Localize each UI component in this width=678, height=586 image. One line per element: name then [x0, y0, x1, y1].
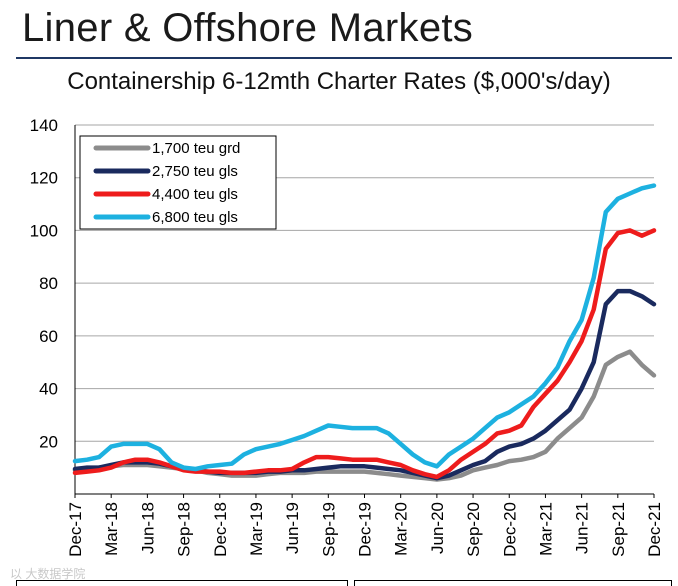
y-tick-label: 40 — [39, 380, 58, 399]
x-tick-label: Sep-19 — [319, 502, 338, 557]
page-title: Liner & Offshore Markets — [22, 6, 474, 50]
x-tick-label: Dec-21 — [645, 502, 664, 557]
x-tick-labels: Dec-17 Mar-18 Jun-18 Sep-18 Dec-18 Mar-19 Jun-… — [66, 502, 664, 557]
y-tick-label: 20 — [39, 432, 58, 451]
x-tick-label: Mar-20 — [392, 502, 411, 556]
axes — [74, 125, 655, 498]
x-tick-label: Dec-17 — [66, 502, 85, 557]
x-tick-label: Mar-18 — [102, 502, 121, 556]
x-tick-label: Dec-18 — [211, 502, 230, 557]
footer-panel-left — [16, 580, 348, 586]
x-tick-label: Jun-21 — [573, 502, 592, 554]
y-tick-label: 140 — [30, 116, 58, 135]
legend-label: 4,400 teu gls — [152, 186, 238, 203]
series-line — [72, 183, 657, 472]
x-tick-label: Dec-19 — [356, 502, 375, 557]
y-tick-label: 80 — [39, 274, 58, 293]
y-tick-label: 60 — [39, 327, 58, 346]
x-tick-label: Dec-20 — [500, 502, 519, 557]
legend-label: 2,750 teu gls — [152, 163, 238, 180]
title-rule — [16, 57, 672, 59]
x-tick-label: Jun-18 — [138, 502, 157, 554]
watermark: 以 大数据学院 — [10, 567, 86, 581]
legend-box — [79, 135, 277, 230]
legend: 1,700 teu grd 2,750 teu gls 4,400 teu gls 6… — [79, 135, 277, 230]
x-tick-label: Sep-20 — [464, 502, 483, 557]
x-tick-label: Mar-19 — [247, 502, 266, 556]
grid-lines — [75, 124, 654, 442]
y-tick-label: 100 — [30, 221, 58, 240]
y-tick-label: 120 — [30, 169, 58, 188]
x-tick-label: Jun-20 — [428, 502, 447, 554]
chart-title: Containership 6-12mth Charter Rates ($,0… — [67, 68, 611, 95]
series-lines — [72, 183, 657, 482]
legend-label: 1,700 teu grd — [152, 140, 240, 157]
y-tick-labels: 20 40 60 80 100 120 140 — [30, 116, 58, 451]
legend-label: 6,800 teu gls — [152, 209, 238, 226]
series-line — [72, 228, 657, 480]
x-tick-label: Sep-18 — [175, 502, 194, 557]
x-tick-label: Mar-21 — [536, 502, 555, 556]
x-tick-label: Jun-19 — [283, 502, 302, 554]
x-tick-label: Sep-21 — [609, 502, 628, 557]
footer-panel-right — [354, 580, 672, 586]
